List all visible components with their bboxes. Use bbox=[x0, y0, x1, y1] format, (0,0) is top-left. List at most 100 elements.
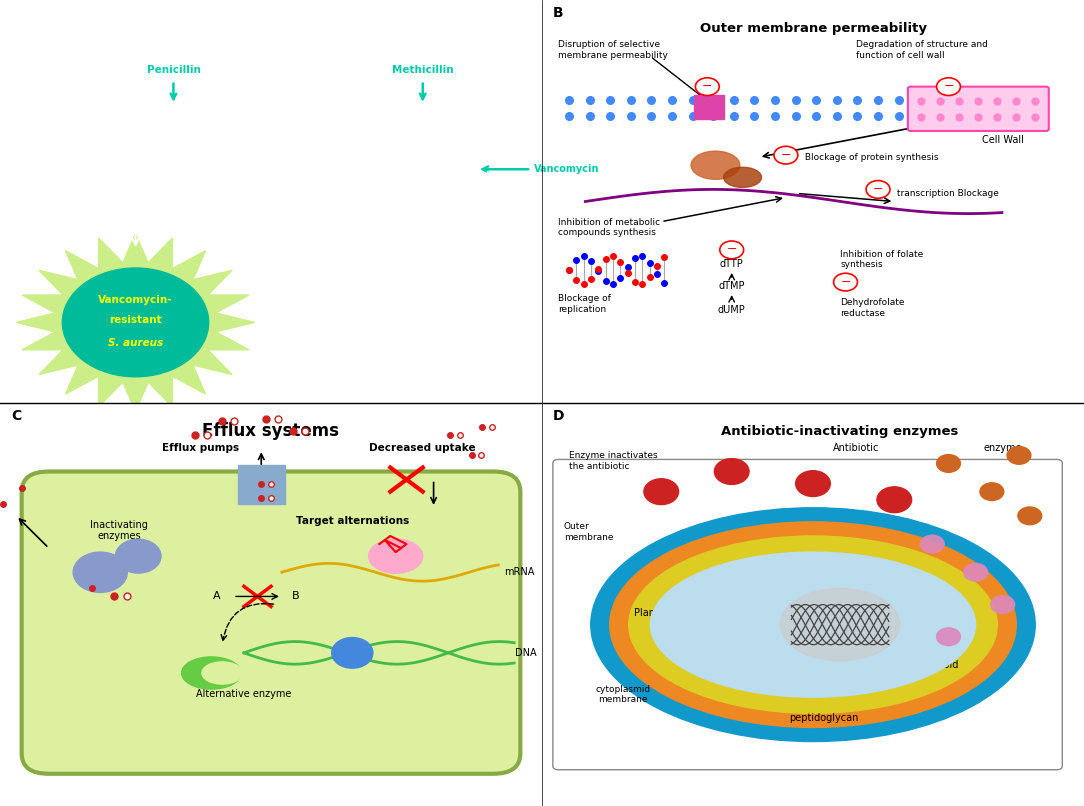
Text: −: − bbox=[840, 276, 851, 289]
Text: A: A bbox=[212, 592, 221, 601]
Text: peptidoglycan: peptidoglycan bbox=[789, 713, 859, 723]
Text: −: − bbox=[873, 183, 883, 196]
Text: A: A bbox=[9, 377, 18, 391]
Text: Disruption of selective
membrane permeability: Disruption of selective membrane permeab… bbox=[558, 40, 668, 60]
Circle shape bbox=[937, 78, 960, 95]
Text: cytoplasmid
membrane: cytoplasmid membrane bbox=[596, 685, 650, 704]
Text: resistant: resistant bbox=[109, 315, 162, 326]
Ellipse shape bbox=[650, 552, 976, 697]
Ellipse shape bbox=[181, 657, 242, 689]
Text: S. aureus: S. aureus bbox=[22, 104, 70, 114]
Circle shape bbox=[937, 628, 960, 646]
Circle shape bbox=[866, 181, 890, 198]
Text: S. aureus: S. aureus bbox=[269, 22, 335, 35]
Circle shape bbox=[644, 479, 679, 505]
Text: Antibiotic: Antibiotic bbox=[834, 443, 879, 453]
Text: Penicillin-resistant: Penicillin-resistant bbox=[223, 95, 319, 105]
Text: Blockage of
replication: Blockage of replication bbox=[558, 294, 611, 314]
FancyBboxPatch shape bbox=[908, 86, 1048, 131]
Ellipse shape bbox=[723, 167, 761, 187]
Ellipse shape bbox=[629, 536, 997, 713]
Text: Methicillin-resistant: Methicillin-resistant bbox=[467, 91, 563, 101]
Text: Enzyme inactivates
the antibiotic: Enzyme inactivates the antibiotic bbox=[569, 451, 658, 471]
Text: Target alternations: Target alternations bbox=[296, 516, 409, 526]
Text: [1997]: [1997] bbox=[336, 152, 369, 161]
Text: Blockage of protein synthesis: Blockage of protein synthesis bbox=[802, 152, 939, 162]
Text: Vancomycin: Vancomycin bbox=[533, 164, 599, 174]
Text: Inhibition of metabolic
compounds synthesis: Inhibition of metabolic compounds synthe… bbox=[558, 218, 660, 237]
Text: Alternative enzyme: Alternative enzyme bbox=[196, 689, 292, 699]
Text: −: − bbox=[726, 243, 737, 256]
Ellipse shape bbox=[202, 662, 243, 684]
Ellipse shape bbox=[369, 539, 423, 573]
Text: Cell Wall: Cell Wall bbox=[982, 135, 1023, 145]
Polygon shape bbox=[16, 234, 255, 411]
Circle shape bbox=[332, 638, 373, 668]
Circle shape bbox=[720, 241, 744, 259]
Bar bbox=[694, 95, 723, 118]
Text: Vancomycin-: Vancomycin- bbox=[99, 295, 172, 305]
Text: dUMP: dUMP bbox=[718, 305, 746, 315]
Circle shape bbox=[964, 563, 988, 581]
Circle shape bbox=[834, 273, 857, 291]
Text: DNA: DNA bbox=[515, 648, 537, 658]
Text: B: B bbox=[292, 592, 299, 601]
Text: [2002]: [2002] bbox=[136, 152, 168, 161]
Text: [1962]: [1962] bbox=[385, 91, 417, 101]
Ellipse shape bbox=[780, 588, 900, 661]
Circle shape bbox=[937, 455, 960, 472]
Ellipse shape bbox=[692, 152, 739, 180]
Bar bbox=[238, 465, 284, 504]
Text: Efflux pumps: Efflux pumps bbox=[162, 443, 240, 453]
Text: Efflux systems: Efflux systems bbox=[203, 422, 339, 440]
Text: Degradation of structure and
function of cell wall: Degradation of structure and function of… bbox=[856, 40, 989, 60]
Text: Inactivating
enzymes: Inactivating enzymes bbox=[90, 520, 149, 542]
Text: enzyme: enzyme bbox=[983, 443, 1022, 453]
Circle shape bbox=[62, 268, 208, 377]
Text: Vancomycin
intermediate
S. aureus
(VISA): Vancomycin intermediate S. aureus (VISA) bbox=[296, 214, 354, 254]
Text: dTMP: dTMP bbox=[719, 281, 745, 291]
Text: S. aureus (MRSA): S. aureus (MRSA) bbox=[473, 113, 557, 123]
Circle shape bbox=[696, 78, 719, 95]
Circle shape bbox=[774, 147, 798, 164]
Text: mRNA: mRNA bbox=[504, 567, 534, 577]
Text: Penicillin: Penicillin bbox=[146, 64, 201, 74]
Text: S. aureus: S. aureus bbox=[108, 338, 163, 347]
Circle shape bbox=[920, 535, 944, 553]
Circle shape bbox=[116, 539, 162, 573]
Circle shape bbox=[1007, 447, 1031, 464]
Text: [1990s]: [1990s] bbox=[480, 185, 517, 195]
Text: B: B bbox=[553, 6, 564, 20]
Text: Methicillin: Methicillin bbox=[392, 64, 453, 74]
Circle shape bbox=[74, 552, 128, 592]
Text: Decreased uptake: Decreased uptake bbox=[370, 443, 476, 453]
Text: Plamid: Plamid bbox=[634, 608, 667, 617]
Text: Outer
membrane: Outer membrane bbox=[564, 522, 614, 542]
Text: transcription Blockage: transcription Blockage bbox=[894, 189, 999, 198]
Text: −: − bbox=[702, 80, 712, 93]
Text: [1944]: [1944] bbox=[119, 91, 152, 101]
Circle shape bbox=[1018, 507, 1042, 525]
Circle shape bbox=[991, 596, 1015, 613]
Circle shape bbox=[796, 471, 830, 496]
Text: Inhibition of folate
synthesis: Inhibition of folate synthesis bbox=[840, 250, 924, 269]
Text: D: D bbox=[553, 409, 565, 423]
FancyBboxPatch shape bbox=[553, 459, 1062, 770]
Circle shape bbox=[980, 483, 1004, 501]
Text: nucleoid: nucleoid bbox=[917, 660, 958, 670]
Circle shape bbox=[714, 459, 749, 484]
Text: Dehydrofolate
reductase: Dehydrofolate reductase bbox=[840, 298, 905, 318]
Text: Outer membrane permeability: Outer membrane permeability bbox=[699, 22, 927, 35]
Text: −: − bbox=[780, 148, 791, 162]
Text: dTTP: dTTP bbox=[720, 259, 744, 269]
Circle shape bbox=[877, 487, 912, 513]
Ellipse shape bbox=[609, 522, 1017, 727]
Ellipse shape bbox=[591, 508, 1035, 742]
Text: Next?......: Next?...... bbox=[5, 164, 66, 174]
Text: Evolution of Drug Resistance in: Evolution of Drug Resistance in bbox=[38, 22, 262, 35]
Text: Antibiotic-inactivating enzymes: Antibiotic-inactivating enzymes bbox=[722, 425, 958, 438]
Text: Vancomycin-resistant
enterococci (VRE): Vancomycin-resistant enterococci (VRE) bbox=[439, 214, 537, 233]
Text: C: C bbox=[11, 409, 21, 423]
FancyBboxPatch shape bbox=[22, 472, 520, 774]
Text: −: − bbox=[943, 80, 954, 93]
